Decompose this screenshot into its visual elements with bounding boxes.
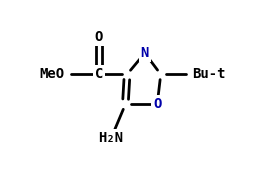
Text: MeO: MeO xyxy=(39,67,64,81)
Text: N: N xyxy=(141,46,149,60)
Text: O: O xyxy=(153,97,161,112)
Text: O: O xyxy=(95,30,103,44)
Text: C: C xyxy=(95,67,103,81)
Text: Bu-t: Bu-t xyxy=(193,67,226,81)
Text: H₂N: H₂N xyxy=(98,131,124,145)
